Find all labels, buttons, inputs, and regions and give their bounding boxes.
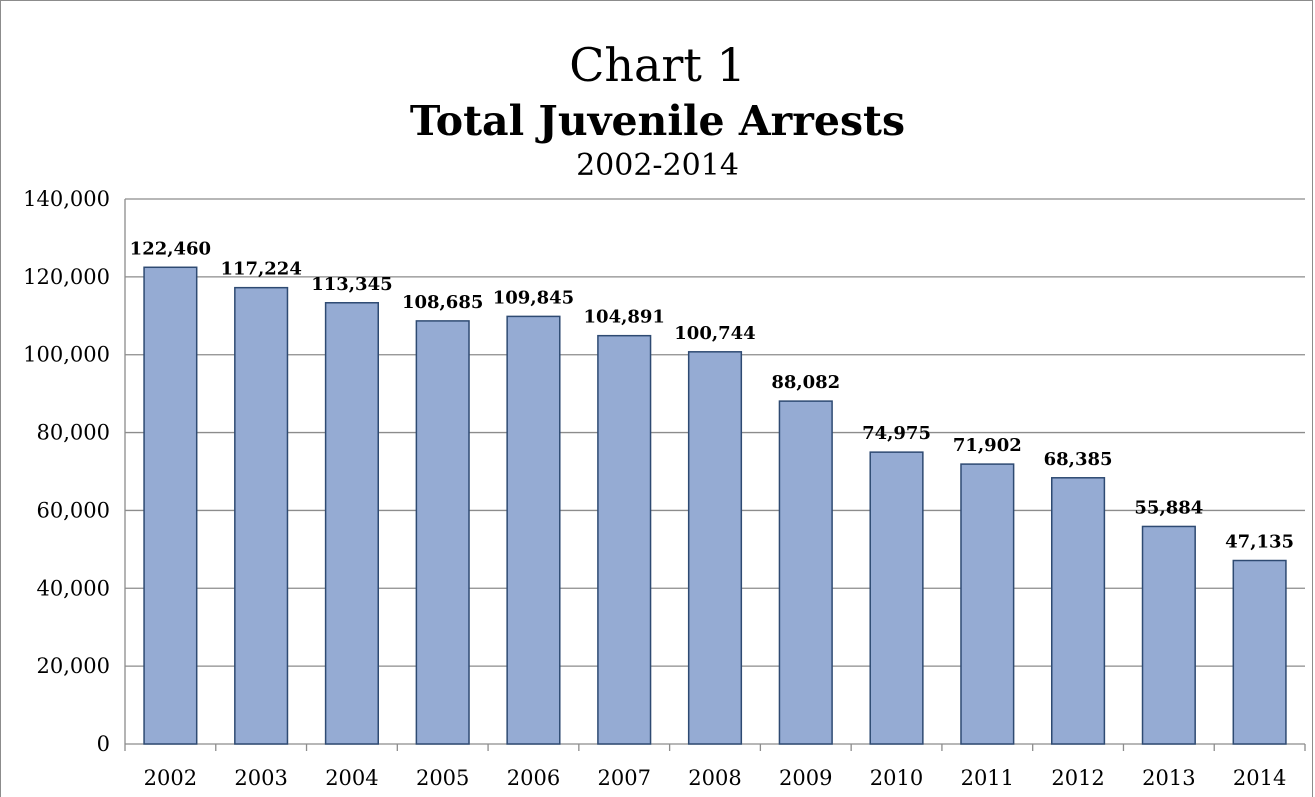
chart-subtitle: 2002-2014 bbox=[576, 148, 739, 183]
y-tick-label: 60,000 bbox=[37, 498, 110, 522]
chart-number: Chart 1 bbox=[569, 38, 746, 92]
data-label: 104,891 bbox=[584, 307, 665, 328]
data-label: 108,685 bbox=[402, 292, 483, 313]
bar-2006 bbox=[506, 315, 561, 745]
y-tick-label: 40,000 bbox=[37, 576, 110, 600]
data-label: 47,135 bbox=[1225, 532, 1294, 553]
x-tick-label: 2009 bbox=[779, 766, 832, 790]
bar-2013 bbox=[1141, 525, 1196, 745]
y-tick-label: 120,000 bbox=[23, 265, 110, 289]
x-tick-label: 2013 bbox=[1142, 766, 1195, 790]
x-tick-label: 2007 bbox=[598, 766, 651, 790]
y-tick-label: 100,000 bbox=[23, 343, 110, 367]
bar-2008 bbox=[687, 351, 743, 745]
data-label: 74,975 bbox=[862, 423, 931, 444]
data-label: 68,385 bbox=[1044, 449, 1113, 470]
bar-2014 bbox=[1232, 559, 1287, 745]
data-label: 88,082 bbox=[771, 372, 840, 393]
bar-2005 bbox=[415, 320, 470, 745]
y-tick-label: 0 bbox=[97, 732, 110, 756]
data-label: 122,460 bbox=[130, 238, 211, 259]
data-label: 55,884 bbox=[1134, 497, 1203, 518]
bar-2009 bbox=[778, 400, 833, 745]
chart-title: Total Juvenile Arrests bbox=[409, 97, 906, 145]
x-tick-label: 2005 bbox=[416, 766, 469, 790]
data-label: 117,224 bbox=[220, 259, 301, 280]
x-tick-label: 2004 bbox=[325, 766, 378, 790]
data-label: 109,845 bbox=[493, 287, 574, 308]
y-tick-label: 20,000 bbox=[37, 654, 110, 678]
bar-2012 bbox=[1051, 477, 1106, 745]
data-label: 113,345 bbox=[311, 274, 392, 295]
x-tick-label: 2002 bbox=[144, 766, 197, 790]
x-tick-label: 2014 bbox=[1233, 766, 1286, 790]
bar-2004 bbox=[324, 302, 379, 745]
y-tick-label: 140,000 bbox=[23, 187, 110, 211]
x-tick-label: 2011 bbox=[961, 766, 1014, 790]
x-tick-label: 2008 bbox=[688, 766, 741, 790]
bar-2010 bbox=[869, 451, 924, 745]
x-tick-label: 2010 bbox=[870, 766, 923, 790]
x-tick-label: 2003 bbox=[234, 766, 287, 790]
data-label: 100,744 bbox=[674, 323, 755, 344]
bar-2003 bbox=[234, 286, 289, 745]
data-label: 71,902 bbox=[953, 435, 1022, 456]
bar-2002 bbox=[143, 266, 198, 745]
bar-2007 bbox=[597, 334, 652, 745]
y-tick-label: 80,000 bbox=[37, 421, 110, 445]
x-tick-label: 2006 bbox=[507, 766, 560, 790]
x-tick-label: 2012 bbox=[1051, 766, 1104, 790]
bar-2011 bbox=[960, 463, 1015, 745]
